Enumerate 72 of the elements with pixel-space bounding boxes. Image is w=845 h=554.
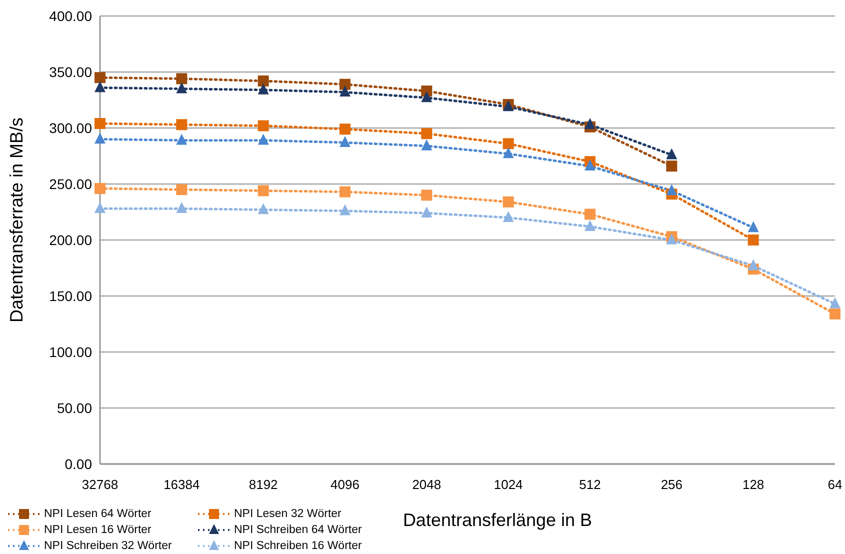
- legend-label: NPI Lesen 16 Wörter: [44, 524, 152, 536]
- point: [258, 83, 269, 94]
- legend-label: NPI Schreiben 16 Wörter: [234, 540, 362, 552]
- point: [666, 160, 678, 172]
- point: [666, 148, 678, 160]
- point: [830, 308, 840, 320]
- legend-label: NPI Schreiben 64 Wörter: [234, 524, 362, 536]
- x-tick-label: 1024: [494, 477, 523, 492]
- y-axis-title: Datentransferrate in MB/s: [6, 117, 26, 323]
- point: [421, 206, 432, 218]
- point: [830, 297, 840, 308]
- legend-label: NPI Schreiben 32 Wörter: [44, 540, 172, 552]
- legend-label: NPI Lesen 64 Wörter: [44, 508, 152, 520]
- point: [94, 72, 106, 84]
- x-tick-label: 8192: [248, 477, 278, 492]
- x-tick-label: 32768: [82, 477, 118, 492]
- point: [340, 86, 350, 97]
- point: [421, 128, 432, 140]
- point: [176, 202, 188, 214]
- point: [584, 208, 596, 220]
- x-tick-label: 128: [742, 477, 764, 492]
- point: [176, 73, 188, 84]
- point: [94, 182, 106, 194]
- y-tick-label: 300.00: [49, 120, 92, 136]
- point: [176, 184, 188, 196]
- point: [584, 159, 596, 170]
- point: [258, 203, 269, 214]
- point: [94, 202, 106, 214]
- y-tick-label: 50.00: [56, 400, 92, 416]
- point: [666, 184, 678, 196]
- point: [340, 186, 350, 198]
- x-tick-label: 2048: [412, 477, 442, 492]
- point: [340, 204, 350, 216]
- point: [584, 220, 596, 231]
- point: [502, 138, 514, 150]
- y-tick-label: 400.00: [49, 8, 92, 24]
- x-tick-label: 64: [828, 477, 842, 492]
- point: [340, 124, 350, 135]
- point: [421, 91, 432, 102]
- x-tick-label: 4096: [330, 477, 360, 492]
- point: [340, 78, 350, 90]
- point: [258, 120, 269, 132]
- y-tick-label: 350.00: [49, 64, 92, 80]
- x-tick-label: 512: [579, 477, 601, 492]
- y-tick-label: 150.00: [49, 288, 92, 304]
- point: [502, 196, 514, 208]
- point: [176, 82, 188, 94]
- point: [340, 136, 350, 147]
- y-tick-label: 250.00: [49, 176, 92, 192]
- point: [502, 147, 514, 158]
- point: [176, 134, 188, 145]
- point: [421, 190, 432, 201]
- point: [584, 118, 596, 130]
- x-tick-label: 16384: [164, 477, 200, 492]
- y-tick-label: 200.00: [49, 232, 92, 248]
- legend-label: NPI Lesen 32 Wörter: [234, 508, 342, 520]
- x-tick-label: 256: [660, 477, 683, 492]
- point: [748, 221, 759, 232]
- point: [94, 81, 106, 92]
- point: [258, 75, 269, 86]
- point: [258, 185, 269, 196]
- point: [748, 259, 759, 270]
- x-axis-title: Datentransferlänge in B: [402, 510, 592, 530]
- point: [421, 139, 432, 150]
- point: [94, 118, 106, 130]
- y-tick-label: 0.00: [64, 456, 92, 472]
- point: [502, 211, 514, 222]
- point: [176, 119, 188, 130]
- point: [258, 134, 269, 145]
- y-tick-label: 100.00: [49, 344, 92, 360]
- point: [94, 132, 106, 144]
- point: [748, 234, 759, 246]
